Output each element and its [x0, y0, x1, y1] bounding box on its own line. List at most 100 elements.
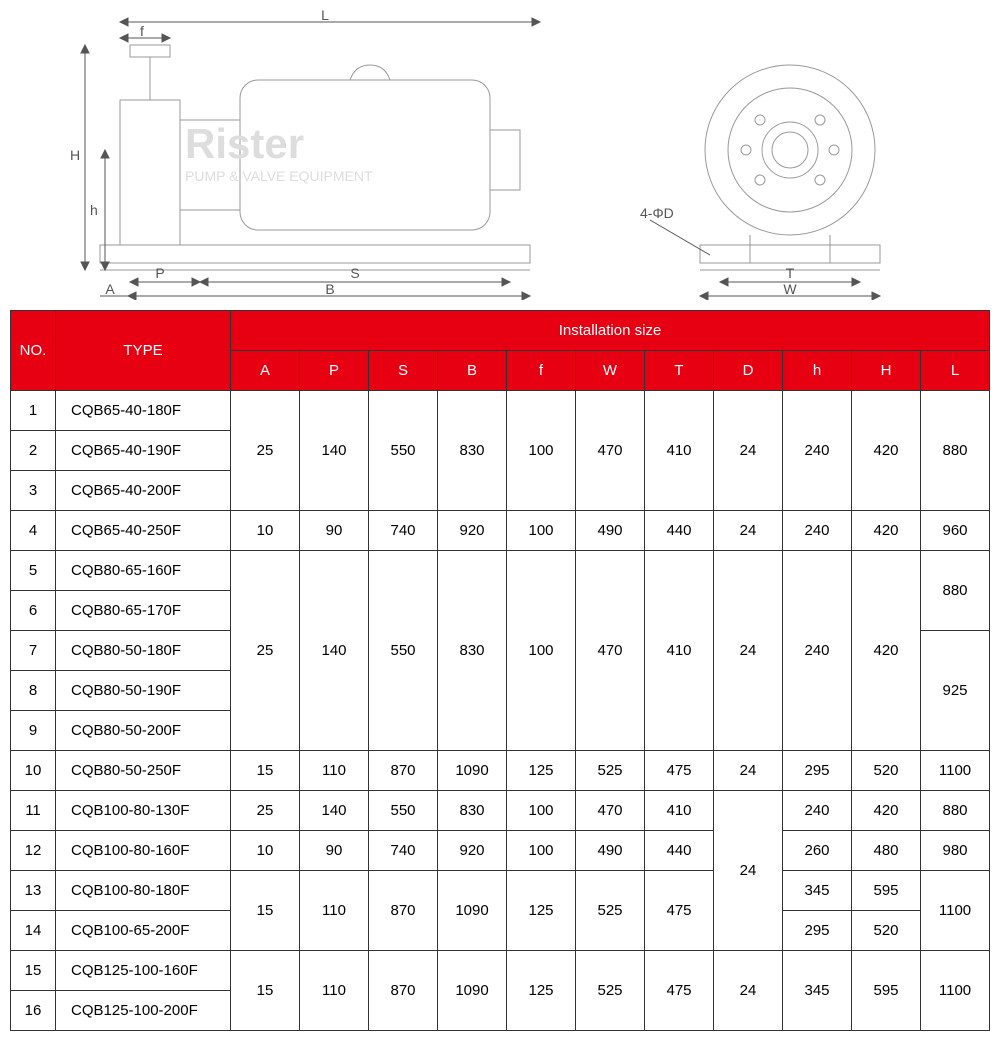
cell-L: 880	[921, 391, 990, 511]
header-no: NO.	[11, 311, 56, 391]
cell-B: 830	[438, 791, 507, 831]
svg-text:4-ΦD: 4-ΦD	[640, 205, 674, 221]
cell-H: 420	[852, 791, 921, 831]
row-type: CQB65-40-200F	[56, 471, 231, 511]
cell-P: 110	[300, 871, 369, 951]
cell-S: 550	[369, 551, 438, 751]
cell-P: 140	[300, 791, 369, 831]
cell-S: 550	[369, 391, 438, 511]
row-no: 16	[11, 991, 56, 1031]
cell-L: 880	[921, 551, 990, 631]
cell-W: 490	[576, 831, 645, 871]
header-dim-P: P	[300, 351, 369, 391]
cell-L: 1100	[921, 871, 990, 951]
row-type: CQB100-80-130F	[56, 791, 231, 831]
cell-L: 960	[921, 511, 990, 551]
table-row: 4CQB65-40-250F10907409201004904402424042…	[11, 511, 990, 551]
cell-L: 1100	[921, 951, 990, 1031]
pump-drawing-svg: L f H h P S A B	[10, 10, 990, 300]
svg-text:h: h	[90, 202, 98, 218]
row-no: 4	[11, 511, 56, 551]
header-dim-T: T	[645, 351, 714, 391]
cell-T: 475	[645, 751, 714, 791]
table-header: NO. TYPE Installation size APSBfWTDhHL	[11, 311, 990, 391]
svg-text:B: B	[325, 281, 334, 297]
installation-size-table: NO. TYPE Installation size APSBfWTDhHL 1…	[10, 310, 990, 1031]
cell-P: 140	[300, 551, 369, 751]
cell-h: 345	[783, 871, 852, 911]
cell-P: 90	[300, 831, 369, 871]
table-row: 12CQB100-80-160F109074092010049044026048…	[11, 831, 990, 871]
cell-h: 345	[783, 951, 852, 1031]
svg-text:T: T	[786, 265, 795, 281]
cell-W: 470	[576, 391, 645, 511]
cell-W: 525	[576, 951, 645, 1031]
cell-B: 1090	[438, 951, 507, 1031]
cell-W: 490	[576, 511, 645, 551]
row-type: CQB65-40-180F	[56, 391, 231, 431]
cell-B: 1090	[438, 751, 507, 791]
cell-P: 110	[300, 751, 369, 791]
row-type: CQB100-80-180F	[56, 871, 231, 911]
row-type: CQB100-65-200F	[56, 911, 231, 951]
cell-f: 100	[507, 551, 576, 751]
row-no: 1	[11, 391, 56, 431]
cell-H: 480	[852, 831, 921, 871]
cell-D: 24	[714, 951, 783, 1031]
cell-A: 15	[231, 751, 300, 791]
header-dim-L: L	[921, 351, 990, 391]
row-no: 13	[11, 871, 56, 911]
cell-W: 525	[576, 871, 645, 951]
cell-H: 520	[852, 911, 921, 951]
cell-f: 125	[507, 951, 576, 1031]
row-no: 5	[11, 551, 56, 591]
header-dim-D: D	[714, 351, 783, 391]
cell-f: 100	[507, 831, 576, 871]
cell-S: 740	[369, 511, 438, 551]
table-row: 10CQB80-50-250F1511087010901255254752429…	[11, 751, 990, 791]
row-type: CQB80-50-190F	[56, 671, 231, 711]
cell-H: 420	[852, 511, 921, 551]
cell-W: 470	[576, 791, 645, 831]
svg-text:H: H	[70, 147, 80, 163]
cell-D: 24	[714, 551, 783, 751]
row-type: CQB80-65-170F	[56, 591, 231, 631]
cell-B: 830	[438, 551, 507, 751]
cell-L: 980	[921, 831, 990, 871]
row-type: CQB65-40-190F	[56, 431, 231, 471]
cell-H: 420	[852, 391, 921, 511]
cell-h: 240	[783, 391, 852, 511]
cell-T: 475	[645, 871, 714, 951]
cell-B: 920	[438, 511, 507, 551]
row-no: 14	[11, 911, 56, 951]
cell-S: 870	[369, 871, 438, 951]
cell-B: 920	[438, 831, 507, 871]
cell-T: 440	[645, 511, 714, 551]
header-dim-B: B	[438, 351, 507, 391]
cell-A: 25	[231, 791, 300, 831]
cell-T: 410	[645, 791, 714, 831]
header-dim-H: H	[852, 351, 921, 391]
cell-H: 520	[852, 751, 921, 791]
row-type: CQB125-100-160F	[56, 951, 231, 991]
header-dim-f: f	[507, 351, 576, 391]
row-no: 12	[11, 831, 56, 871]
cell-S: 550	[369, 791, 438, 831]
cell-T: 475	[645, 951, 714, 1031]
header-type: TYPE	[56, 311, 231, 391]
cell-A: 15	[231, 871, 300, 951]
svg-text:S: S	[350, 265, 359, 281]
row-type: CQB80-50-180F	[56, 631, 231, 671]
cell-h: 240	[783, 551, 852, 751]
cell-f: 125	[507, 751, 576, 791]
cell-W: 470	[576, 551, 645, 751]
row-no: 10	[11, 751, 56, 791]
row-no: 7	[11, 631, 56, 671]
header-dim-h: h	[783, 351, 852, 391]
row-type: CQB80-65-160F	[56, 551, 231, 591]
svg-text:P: P	[155, 265, 164, 281]
cell-D: 24	[714, 511, 783, 551]
cell-h: 240	[783, 511, 852, 551]
cell-f: 100	[507, 791, 576, 831]
cell-A: 25	[231, 391, 300, 511]
